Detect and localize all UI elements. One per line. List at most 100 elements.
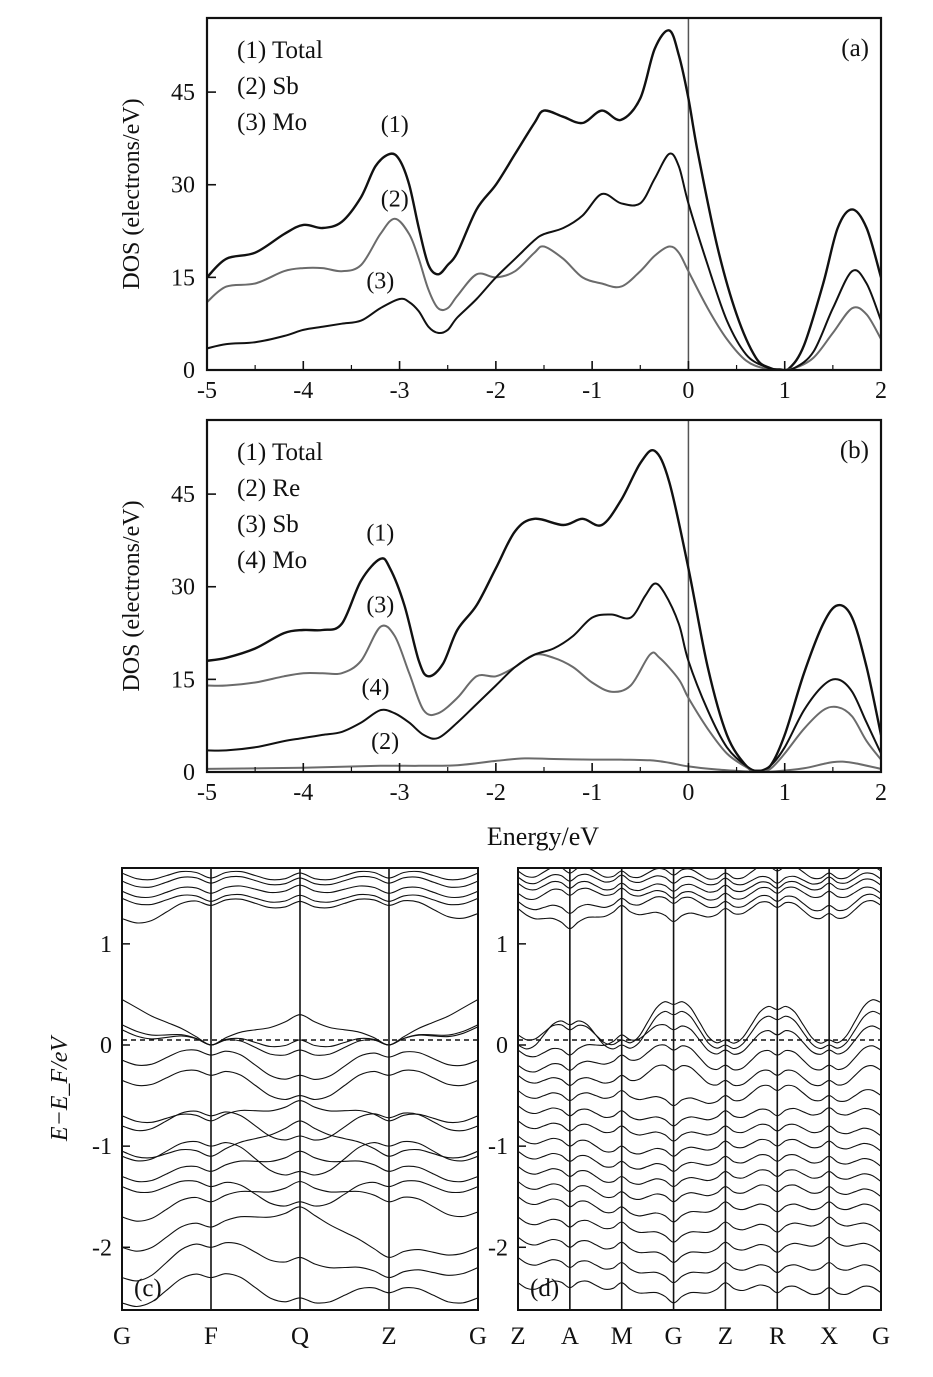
x-tick-label: 1 (779, 780, 791, 806)
plot-frame (205, 16, 883, 372)
x-tick-label: -5 (197, 378, 217, 404)
band-line (518, 1196, 881, 1223)
k-point-label: Q (291, 1323, 309, 1350)
band-line (518, 893, 881, 915)
band-line (518, 1120, 881, 1142)
y-tick-label: -1 (488, 1134, 508, 1160)
legend-entry: (3) Sb (237, 511, 299, 538)
dos-panel-a: (1) (2) (3) -5 -4 -3 -2 -1 0 1 2 0 15 30 45 DOS (electr… (119, 16, 887, 404)
band-line (518, 1280, 881, 1304)
k-point-label: Z (381, 1323, 396, 1350)
band-line (518, 1181, 881, 1203)
legend-entry: (3) Mo (237, 109, 307, 136)
x-tick-label: -2 (486, 378, 506, 404)
x-tick-label: 0 (682, 780, 694, 806)
curve-label: (3) (366, 268, 394, 294)
y-tick-label: 45 (171, 80, 195, 106)
dos-curve-1 (207, 449, 881, 772)
legend-entry: (2) Sb (237, 73, 299, 100)
dos-curve-2 (207, 757, 881, 772)
curve-label: (1) (366, 520, 394, 546)
plot-frame (517, 867, 882, 1311)
panel-label: (c) (134, 1275, 162, 1302)
x-tick-label: -3 (390, 780, 410, 806)
y-tick-label: 30 (171, 173, 195, 199)
plot-frame (205, 418, 883, 774)
y-tick-label: -1 (92, 1134, 112, 1160)
dos-panel-b: (1) (2) (3) (4) -5 -4 -3 -2 -1 0 1 2 0 15 30 45 DOS (ele… (119, 418, 887, 806)
x-tick-label: -1 (582, 378, 602, 404)
dos-curve-3 (207, 152, 881, 370)
x-tick-label: -3 (390, 378, 410, 404)
k-point-label: G (665, 1323, 683, 1350)
k-point-label: G (113, 1323, 131, 1350)
band-line (518, 1150, 881, 1172)
x-tick-label: -4 (293, 378, 313, 404)
y-axis-label: DOS (electrons/eV) (119, 500, 145, 691)
legend-entry: (1) Total (237, 37, 323, 64)
panel-label: (d) (530, 1275, 559, 1302)
panel-label: (b) (840, 437, 869, 464)
curve-label: (3) (366, 593, 394, 619)
curve-label: (1) (381, 112, 409, 138)
band-line (518, 1216, 881, 1243)
band-line (518, 1236, 881, 1264)
band-line (518, 1105, 881, 1127)
k-point-label: Z (718, 1323, 733, 1350)
band-line (518, 868, 881, 880)
k-point-label: Z (510, 1323, 525, 1350)
x-tick-label: 0 (682, 378, 694, 404)
x-tick-label: 2 (875, 780, 887, 806)
y-tick-label: 1 (496, 932, 508, 958)
x-tick-label: -4 (293, 780, 313, 806)
y-tick-label: 1 (100, 932, 112, 958)
legend-entry: (4) Mo (237, 547, 307, 574)
y-tick-label: 15 (171, 667, 195, 693)
band-line (518, 999, 881, 1046)
k-point-label: F (204, 1323, 218, 1350)
dos-curve-1 (207, 29, 881, 370)
x-tick-label: -2 (486, 780, 506, 806)
x-tick-label: -1 (582, 780, 602, 806)
plot-frame (121, 867, 479, 1311)
band-line (518, 1256, 881, 1284)
y-tick-label: 30 (171, 575, 195, 601)
y-tick-label: 0 (183, 760, 195, 786)
k-point-label: G (872, 1323, 890, 1350)
y-tick-label: 15 (171, 265, 195, 291)
y-axis-label: E−E_F/eV (47, 1035, 73, 1142)
dos-x-axis-label: Energy/eV (487, 822, 599, 851)
band-line (518, 886, 881, 901)
band-line (518, 1044, 881, 1073)
band-line (518, 899, 881, 930)
k-point-label: G (469, 1323, 487, 1350)
band-line (518, 1064, 881, 1087)
band-line (518, 872, 881, 886)
y-tick-label: -2 (488, 1235, 508, 1261)
curve-label: (4) (362, 675, 390, 701)
k-point-label: R (769, 1323, 786, 1350)
k-point-label: A (561, 1323, 579, 1350)
x-tick-label: -5 (197, 780, 217, 806)
y-tick-label: 0 (496, 1033, 508, 1059)
legend-entry: (2) Re (237, 475, 300, 502)
band-line (518, 1084, 881, 1107)
band-panel-c: G F Q Z G -2 -1 0 1 E−E_F/eV (c) (47, 867, 487, 1350)
curve-label: (2) (371, 729, 399, 755)
x-tick-label: 2 (875, 378, 887, 404)
k-point-label: M (611, 1323, 633, 1350)
band-panel-d: Z A M G Z R X G -2 -1 0 1 (d) (488, 867, 890, 1350)
legend-entry: (1) Total (237, 439, 323, 466)
y-axis-label: DOS (electrons/eV) (119, 98, 145, 289)
y-tick-label: -2 (92, 1235, 112, 1261)
dos-curve-3 (207, 624, 881, 772)
panel-label: (a) (841, 35, 869, 62)
curve-label: (2) (381, 186, 409, 212)
dos-curve-4 (207, 582, 881, 772)
band-line (518, 1135, 881, 1157)
band-line (518, 1165, 881, 1188)
band-line (518, 878, 881, 893)
y-tick-label: 0 (183, 358, 195, 384)
y-tick-label: 0 (100, 1033, 112, 1059)
